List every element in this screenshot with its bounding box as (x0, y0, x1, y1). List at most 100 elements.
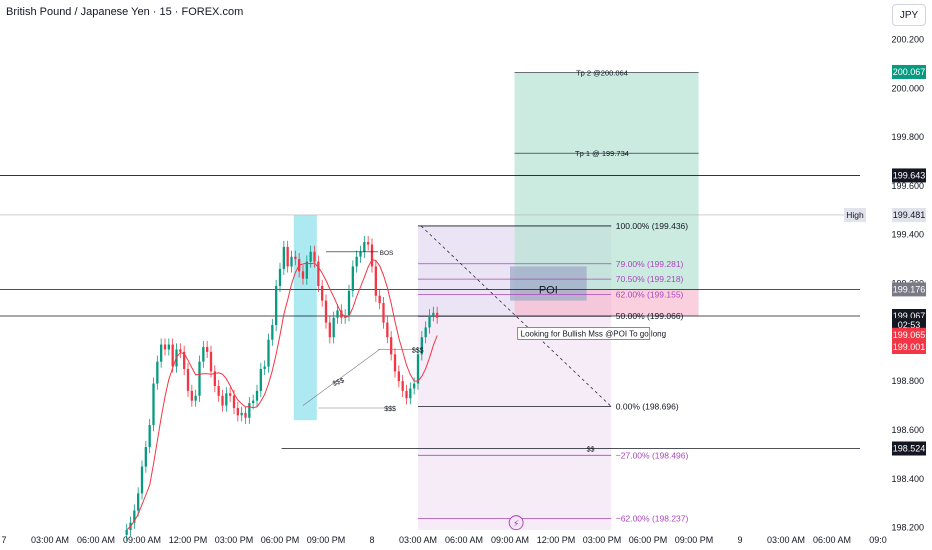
badge-6 (892, 327, 926, 342)
candle-22 (209, 351, 213, 372)
candle-33 (252, 400, 255, 404)
candle-61 (359, 251, 362, 257)
ytick-3: 199.600 (891, 181, 924, 191)
candle-4 (140, 466, 144, 494)
ma-line (126, 259, 438, 531)
ytick-0: 200.200 (891, 35, 924, 45)
badge-2 (892, 207, 926, 222)
high-label-bg (844, 207, 866, 222)
candle-73 (405, 390, 408, 399)
xtick-7: 09:00 PM (307, 535, 346, 545)
candle-37 (267, 339, 270, 367)
badge-text-7: 199.001 (893, 342, 926, 352)
badge-text-1: 199.643 (893, 170, 926, 180)
badge-8 (892, 441, 926, 456)
zones (293, 72, 699, 530)
tp1-label: Tp 1 @ 199.734 (575, 149, 629, 158)
xtick-9: 03:00 AM (399, 535, 437, 545)
currency-button[interactable]: JPY (892, 4, 926, 26)
candle-80 (432, 312, 435, 316)
candle-47 (305, 261, 308, 279)
candle-43 (290, 256, 293, 267)
xtick-11: 09:00 AM (491, 535, 529, 545)
candle-31 (244, 412, 247, 418)
fib-label-1: 79.00% (199.281) (616, 259, 684, 269)
candle-35 (259, 368, 262, 391)
xtick-1: 03:00 AM (31, 535, 69, 545)
candle-36 (263, 366, 266, 369)
fib-label-2: 70.50% (199.218) (616, 274, 684, 284)
liq-label-4: $$ (587, 446, 595, 453)
tp2-label: Tp 2 @200.064 (576, 69, 628, 78)
moving-average (126, 259, 438, 531)
candle-56 (340, 310, 343, 318)
xtick-13: 03:00 PM (583, 535, 622, 545)
xtick-2: 06:00 AM (77, 535, 115, 545)
poi-label: POI (539, 284, 558, 296)
candle-42 (286, 246, 289, 267)
badge-text-8: 198.524 (893, 443, 926, 453)
candle-16 (186, 368, 190, 391)
candle-59 (351, 266, 354, 291)
candle-29 (236, 407, 239, 416)
candle-58 (347, 290, 351, 316)
candle-67 (382, 303, 385, 323)
xtick-19: 09:0 (869, 535, 887, 545)
fib-label-6: −27.00% (198.496) (616, 450, 689, 460)
fib-diagonal (420, 225, 612, 407)
candle-5 (144, 447, 147, 467)
ytick-7: 198.800 (891, 376, 924, 386)
candle-14 (179, 349, 182, 352)
candle-51 (321, 285, 324, 301)
liq-diagonal (302, 349, 380, 406)
xtick-15: 09:00 PM (675, 535, 714, 545)
target-zone (514, 72, 699, 290)
price-badges: 200.067 199.643 High 199.481 199.176 199.0670… (844, 64, 926, 456)
candle-23 (213, 371, 216, 387)
fib-label-3: 62.00% (199.155) (616, 290, 684, 300)
candle-10 (163, 344, 167, 350)
candle-26 (225, 393, 228, 406)
candle-28 (232, 395, 236, 408)
candle-49 (313, 251, 316, 262)
poi-zone (510, 266, 587, 301)
candle-78 (424, 327, 427, 338)
xtick-5: 03:00 PM (215, 535, 254, 545)
ytick-4: 199.400 (891, 230, 924, 240)
ytick-1: 200.000 (891, 83, 924, 93)
bos-label: BOS (380, 250, 394, 257)
candle-34 (255, 390, 259, 401)
candle-54 (332, 317, 335, 338)
candle-9 (160, 344, 163, 362)
candle-50 (317, 261, 320, 286)
xtick-6: 06:00 PM (261, 535, 300, 545)
candle-7 (152, 383, 155, 426)
lightning-icon (508, 515, 524, 531)
candle-17 (190, 390, 193, 401)
ytick-9: 198.400 (891, 474, 924, 484)
candle-48 (309, 251, 312, 262)
annotations: Tp 2 @200.064 Tp 1 @ 199.734 POI Looking fo… (302, 69, 699, 531)
candle-81 (436, 312, 439, 318)
fib-label-4: 50.00% (199.066) (616, 311, 684, 321)
candle-76 (416, 354, 420, 384)
candle-52 (324, 300, 328, 323)
candle-6 (148, 425, 151, 448)
candle-79 (428, 315, 431, 328)
lightning-glyph: ⚡ (513, 519, 519, 529)
badge-text-3: 199.176 (893, 284, 926, 294)
badge-3 (892, 282, 926, 297)
xtick-14: 06:00 PM (629, 535, 668, 545)
xtick-4: 12:00 PM (169, 535, 208, 545)
candle-46 (301, 271, 305, 279)
badge-7 (892, 339, 926, 354)
xtick-12: 12:00 PM (537, 535, 576, 545)
candle-75 (413, 383, 416, 389)
candle-27 (229, 393, 232, 396)
fib-label-5: 0.00% (198.696) (616, 402, 679, 412)
candle-32 (248, 403, 251, 418)
liq-label-2: $$$ (384, 406, 396, 413)
note-box (517, 327, 651, 340)
ytick-10: 198.200 (891, 523, 924, 533)
